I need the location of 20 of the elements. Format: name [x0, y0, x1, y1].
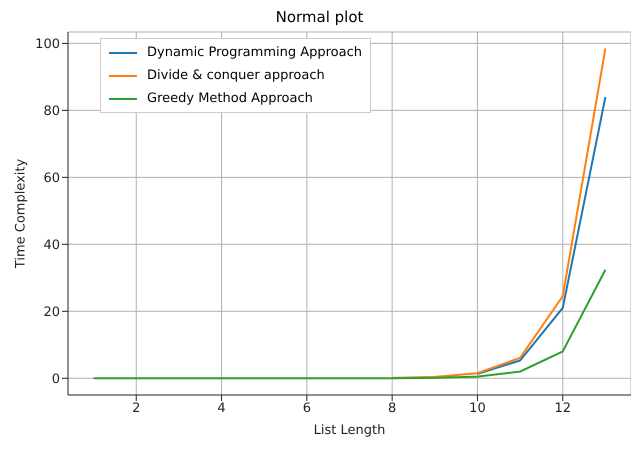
x-tick-label: 12 [554, 401, 572, 416]
x-tick-label: 6 [302, 401, 311, 416]
y-axis-title: Time Complexity [14, 158, 29, 270]
x-tick-label: 4 [217, 401, 226, 416]
y-tick-label: 100 [35, 37, 60, 52]
y-tick-label: 40 [43, 238, 60, 253]
legend-label: Greedy Method Approach [147, 91, 313, 106]
x-axis-title: List Length [314, 423, 386, 438]
x-tick-label: 2 [132, 401, 140, 416]
x-tick-label: 10 [469, 401, 486, 416]
legend-label: Dynamic Programming Approach [147, 45, 362, 60]
y-tick-label: 60 [43, 170, 60, 186]
line-series [92, 268, 606, 380]
line-series [476, 96, 606, 375]
y-tick-label: 0 [52, 372, 60, 387]
chart-title: Normal plot [274, 8, 364, 28]
y-tick-label: 80 [43, 104, 60, 119]
x-tick-label: 8 [388, 401, 396, 416]
legend-label: Divide & conquer approach [147, 68, 325, 83]
y-tick-label: 20 [43, 304, 60, 320]
